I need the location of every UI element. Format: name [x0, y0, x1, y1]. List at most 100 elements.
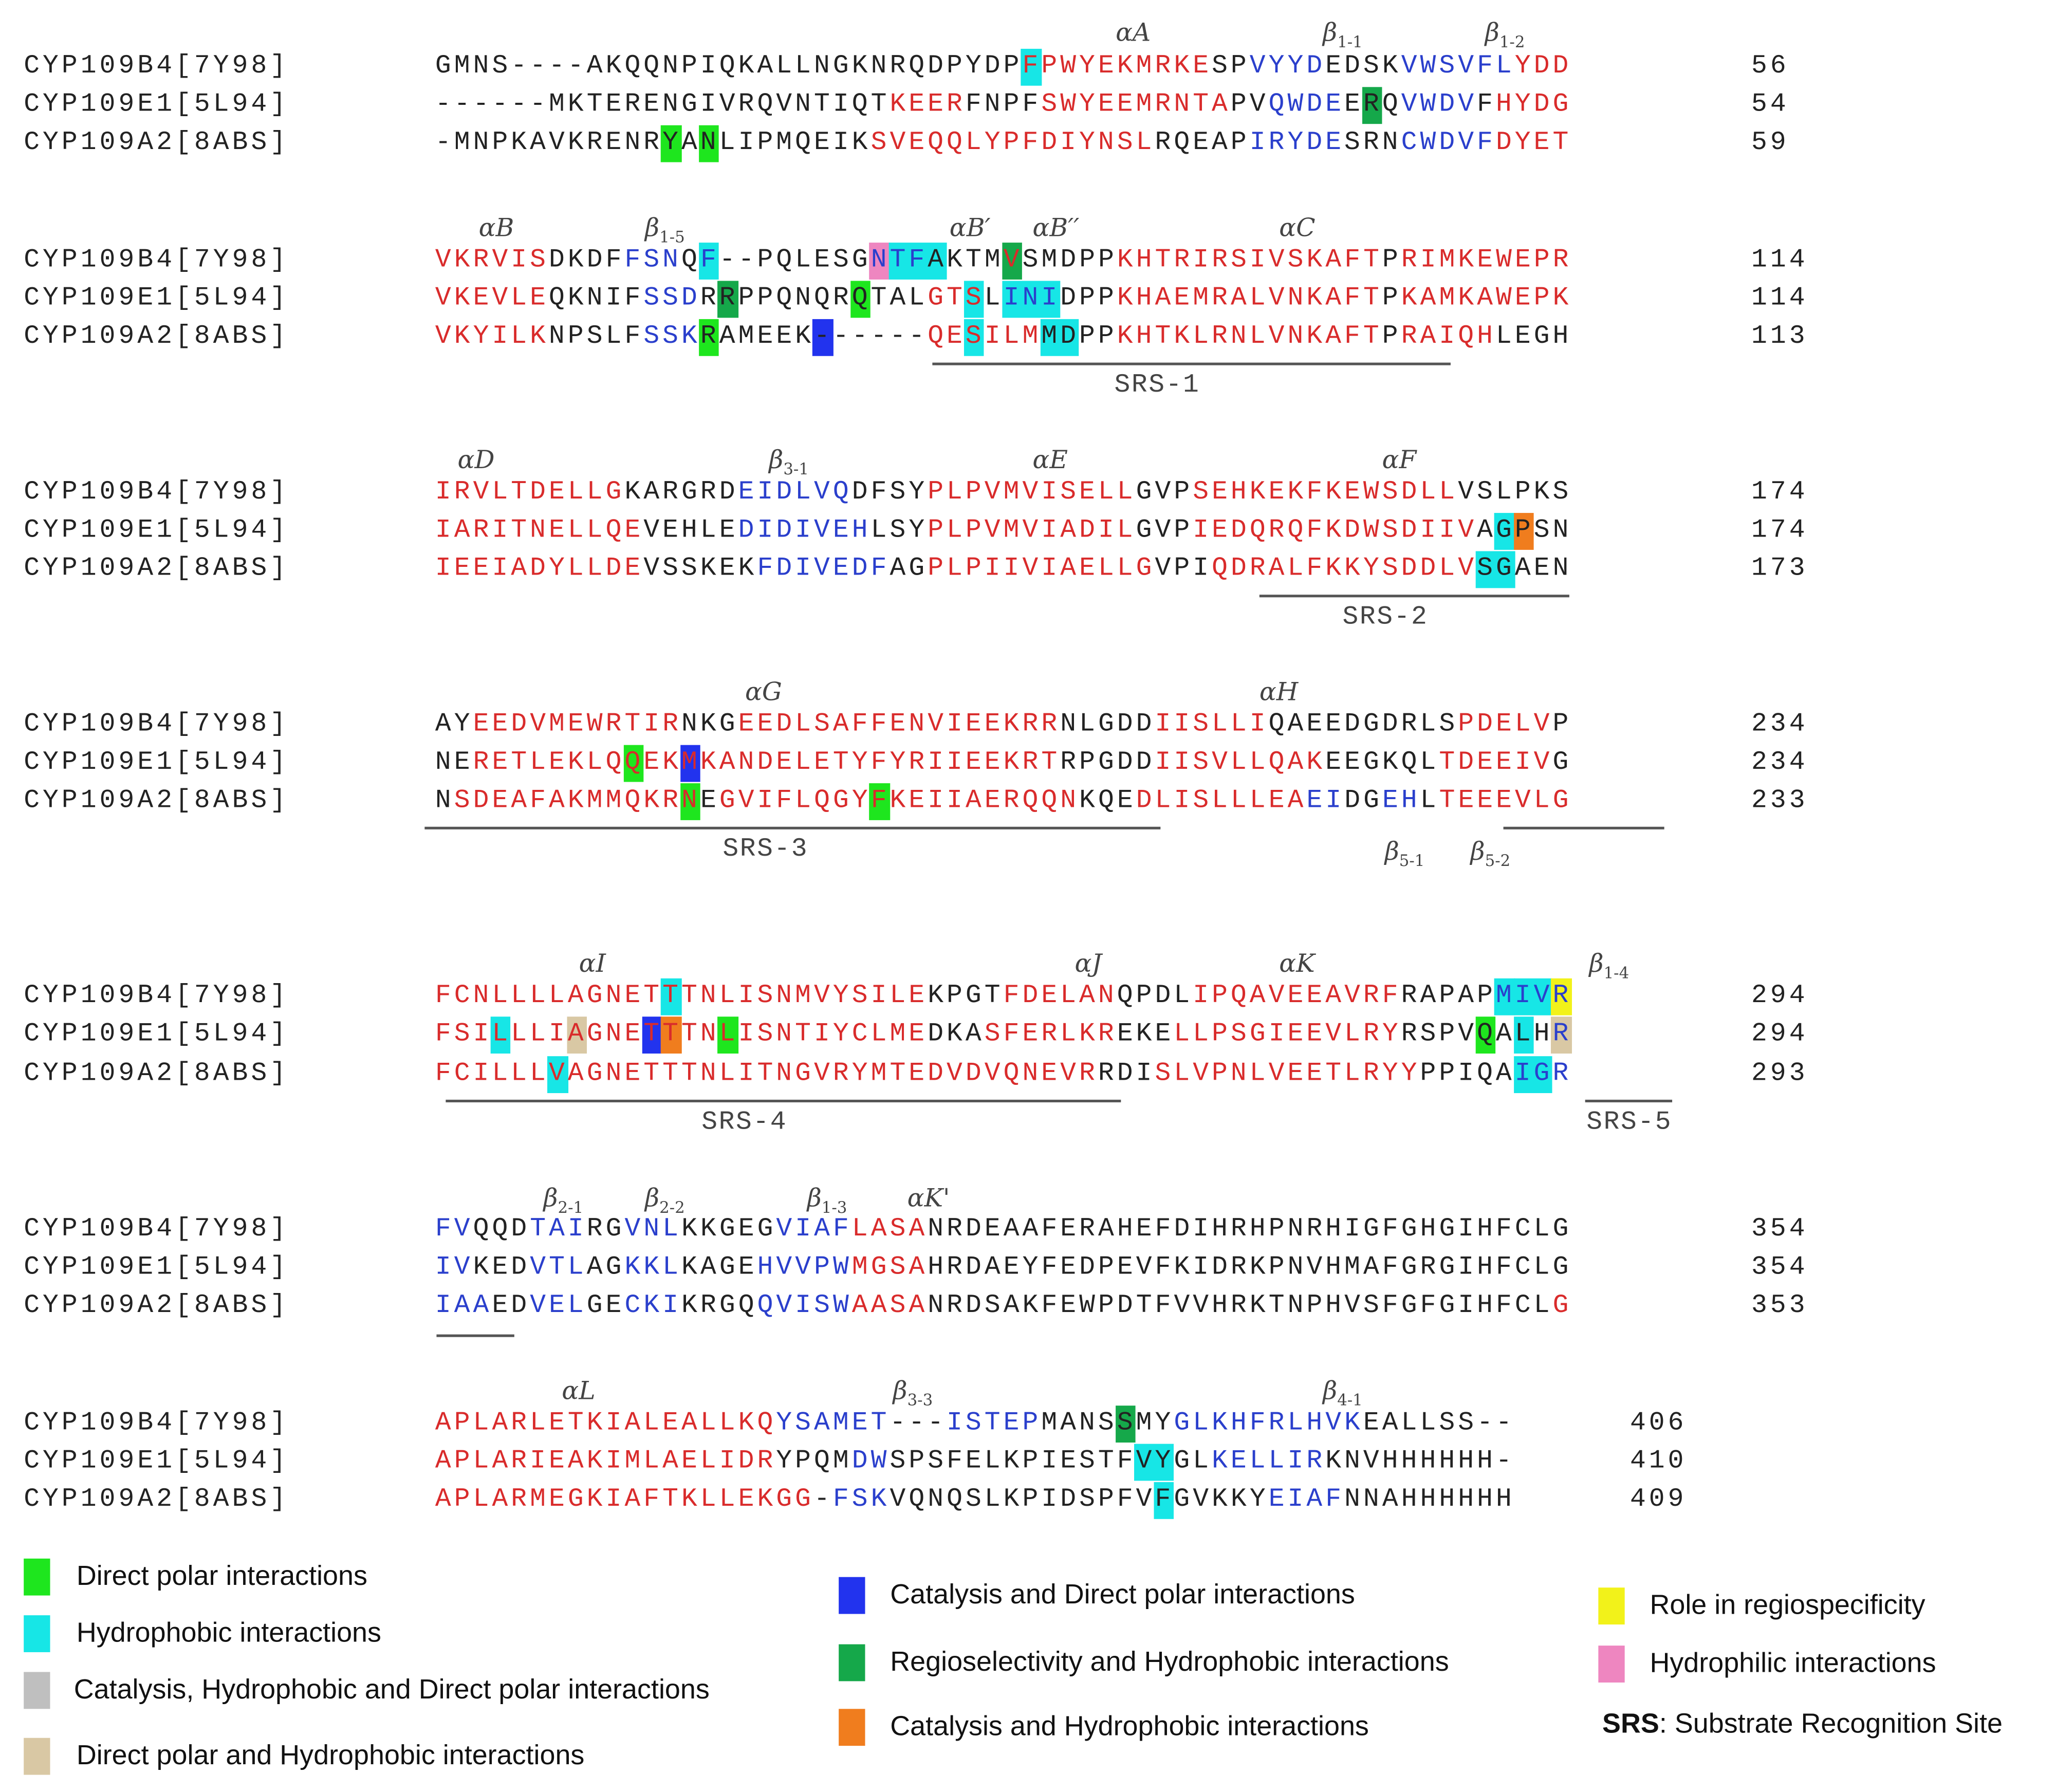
coil-segment: DKA: [928, 1019, 985, 1050]
coil-segment: DFSY: [851, 477, 928, 508]
sequence-name: CYP109A2[8ABS]: [24, 1059, 289, 1089]
sequence-name: CYP109B4[7Y98]: [24, 981, 289, 1011]
sequence-name: CYP109E1[5L94]: [24, 1019, 289, 1050]
legend-swatch: [1598, 1587, 1625, 1625]
legend-swatch: [24, 1738, 50, 1775]
ss-greek: α: [1075, 949, 1092, 978]
helix-segment: IPQAVEEAVRF: [1193, 981, 1401, 1011]
coil-segment: NE: [435, 747, 473, 778]
sequence-residues: VKEVLEQKNIFSSDRRPPQNQRQTALGTSLINIDPPKHAE…: [435, 284, 1572, 316]
strand-label: β1-4: [1589, 949, 1629, 982]
legend-label: Hydrophobic interactions: [76, 1618, 381, 1649]
strand-segment: VNL: [624, 1214, 682, 1245]
helix-segment: SFERLKR: [984, 1019, 1117, 1050]
helix-segment: FPWYEKMRKE: [1022, 51, 1212, 82]
sequence-residues: IARITNELLQEVEHLEDIDIVEHLSYPLPVMVIADILGVP…: [435, 515, 1572, 547]
coil-segment: F: [1477, 89, 1496, 120]
residue-highlight: [1134, 1444, 1174, 1481]
coil-segment: KARGRD: [624, 477, 738, 508]
coil-segment: N: [435, 786, 454, 817]
coil-segment: L: [984, 283, 1004, 314]
helix-segment: APLARIEAKIMLAELIDR: [435, 1446, 776, 1477]
residue-highlight: [812, 319, 833, 356]
sequence-residues: APLARMEGKIAFTKLLEKGG-FSKVQNQSLKPIDSPFVFG…: [435, 1485, 1515, 1517]
ss-greek: α: [949, 213, 967, 243]
sequence-name: CYP109B4[7Y98]: [24, 1214, 289, 1245]
residue-highlight: [1551, 1017, 1571, 1054]
coil-segment: RAMEEK------: [700, 322, 928, 353]
ss-greek: α: [1032, 213, 1050, 243]
legend-swatch: [24, 1615, 50, 1652]
helix-segment: TDEEIV: [1439, 747, 1553, 778]
ss-greek: α: [457, 446, 475, 475]
coil-segment: P: [1552, 709, 1572, 740]
helix-segment: EEDLSAFFENVIEEKRR: [738, 709, 1061, 740]
coil-segment: GVP: [1136, 515, 1193, 546]
coil-segment: SRN: [1344, 127, 1401, 158]
ss-main: A: [1133, 18, 1151, 48]
strand-segment: VTL: [530, 1252, 587, 1283]
legend-swatch: [839, 1644, 865, 1682]
helix-segment: FCILLLVAGNETTTNLITNGVRYMTEDVDVQNEVR: [435, 1059, 1098, 1089]
coil-segment: DG: [1344, 786, 1382, 817]
sequence-name: CYP109E1[5L94]: [24, 1446, 289, 1477]
residue-highlight: [718, 281, 738, 318]
coil-segment: MDPP: [1041, 322, 1117, 353]
helix-segment: V: [1003, 245, 1023, 276]
residue-number: 410: [1629, 1446, 1687, 1477]
legend-label: Direct polar interactions: [76, 1561, 367, 1592]
residue-highlight: [1115, 1406, 1136, 1443]
srs-underline: [446, 1099, 1121, 1103]
coil-segment: VSLPKS: [1458, 477, 1572, 508]
coil-segment: QKNIF: [549, 283, 644, 314]
strand-segment: GLKHFRLHVK: [1174, 1408, 1363, 1439]
strand-segment: VWDV: [1401, 89, 1477, 120]
ss-greek: β: [543, 1184, 558, 1213]
residue-number: 54: [1751, 89, 1789, 120]
sequence-name: CYP109A2[8ABS]: [24, 127, 289, 158]
residue-highlight: [1002, 281, 1060, 318]
coil-segment: RQEAP: [1155, 127, 1250, 158]
coil-segment: -: [814, 1485, 833, 1516]
coil-segment: VEHLE: [643, 515, 738, 546]
strand-label: β3-3: [893, 1377, 933, 1410]
ss-greek: β: [1470, 837, 1485, 866]
coil-segment: DKDF: [549, 245, 625, 276]
helix-segment: SLVPNLVEETLRYY: [1155, 1059, 1420, 1089]
coil-segment: RRPPQNQRQTAL: [700, 283, 928, 314]
helix-segment: EEDVMEWRTIR: [473, 709, 682, 740]
srs-abbrev: SRS: [1602, 1709, 1659, 1740]
residue-highlight: [850, 281, 871, 318]
coil-segment: GVP: [1136, 477, 1193, 508]
helix-segment: VKRVIS: [435, 245, 549, 276]
coil-segment: KRGQ: [681, 1290, 757, 1321]
legend-label: Catalysis and Direct polar interactions: [890, 1579, 1355, 1610]
ss-main: J: [1091, 949, 1102, 978]
coil-segment: KNVHHHHHH-: [1325, 1446, 1515, 1477]
residue-highlight: [642, 1017, 663, 1054]
ss-greek: β: [769, 446, 784, 475]
helix-segment: FDELAN: [1003, 981, 1117, 1011]
srs-label: SRS-3: [723, 835, 809, 865]
residue-number: 234: [1751, 709, 1808, 740]
helix-segment: VKYILK: [435, 322, 549, 353]
ss-greek: α: [1279, 949, 1296, 978]
ss-greek: β: [1384, 837, 1399, 866]
helix-segment: VKEVLE: [435, 283, 549, 314]
ss-greek: β: [644, 1184, 660, 1213]
sequence-residues: FVQQDTAIRGVNLKKGEGVIAFLASANRDEAAFERAHEFD…: [435, 1214, 1572, 1246]
residue-number: 354: [1751, 1252, 1808, 1283]
ss-sub: 1-3: [821, 1198, 847, 1217]
coil-segment: EDSK: [1325, 51, 1401, 82]
coil-segment: QAEEDGDRLS: [1268, 709, 1458, 740]
legend-label: Role in regiospecificity: [1650, 1590, 1925, 1621]
sequence-name: CYP109B4[7Y98]: [24, 51, 289, 82]
coil-segment: L: [1420, 786, 1439, 817]
residue-highlight: [699, 319, 719, 356]
coil-segment: PPIQA: [1420, 1059, 1515, 1089]
coil-segment: EKE: [1117, 1019, 1174, 1050]
helix-segment: RETLEKLQQEKMKANDELETYFYRIIEEKRT: [473, 747, 1061, 778]
helix-segment: APLARLETKIALEALLKQ: [435, 1408, 776, 1439]
coil-segment: ------MKTERENGIVRQVNTIQT: [435, 89, 890, 120]
